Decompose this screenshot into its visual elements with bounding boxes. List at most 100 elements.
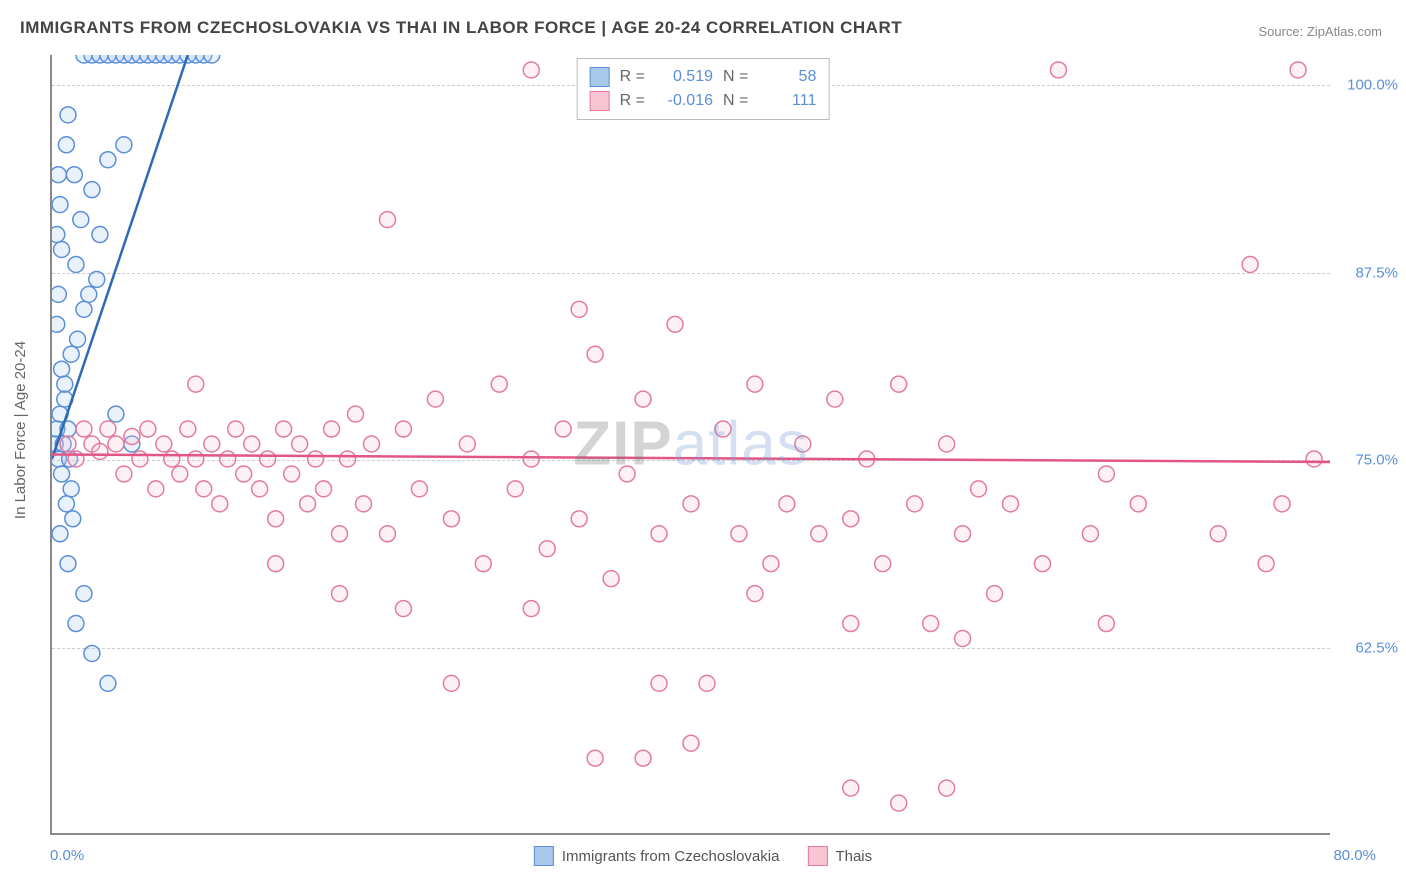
data-point [300, 496, 316, 512]
data-point [188, 451, 204, 467]
data-point [1242, 256, 1258, 272]
data-point [84, 182, 100, 198]
y-tick-label: 75.0% [1338, 452, 1398, 469]
chart-title: IMMIGRANTS FROM CZECHOSLOVAKIA VS THAI I… [20, 18, 902, 38]
plot-area: ZIPatlas 62.5%75.0%87.5%100.0% [50, 55, 1330, 835]
data-point [70, 331, 86, 347]
data-point [58, 496, 74, 512]
legend-label: Immigrants from Czechoslovakia [562, 848, 780, 865]
x-axis-end-label: 80.0% [1333, 847, 1376, 864]
data-point [76, 586, 92, 602]
data-point [779, 496, 795, 512]
data-point [635, 391, 651, 407]
legend-swatch [534, 846, 554, 866]
data-point [89, 271, 105, 287]
data-point [316, 481, 332, 497]
data-point [875, 556, 891, 572]
data-point [1098, 616, 1114, 632]
data-point [603, 571, 619, 587]
y-tick-label: 62.5% [1338, 639, 1398, 656]
data-point [379, 526, 395, 542]
data-point [795, 436, 811, 452]
data-point [651, 526, 667, 542]
data-point [60, 107, 76, 123]
data-point [68, 616, 84, 632]
data-point [54, 361, 70, 377]
data-point [60, 436, 76, 452]
data-point [68, 256, 84, 272]
data-point [52, 197, 68, 213]
data-point [715, 421, 731, 437]
legend-swatch [590, 91, 610, 111]
data-point [268, 511, 284, 527]
data-point [324, 421, 340, 437]
data-point [1098, 466, 1114, 482]
data-point [63, 481, 79, 497]
data-point [955, 526, 971, 542]
data-point [228, 421, 244, 437]
correlation-row: R = 0.519 N = 58 [590, 65, 817, 89]
data-point [1258, 556, 1274, 572]
data-point [395, 421, 411, 437]
data-point [395, 601, 411, 617]
legend-item: Thais [807, 846, 872, 866]
data-point [1210, 526, 1226, 542]
data-point [555, 421, 571, 437]
data-point [1130, 496, 1146, 512]
data-point [116, 137, 132, 153]
trend-line [52, 454, 1330, 461]
data-point [475, 556, 491, 572]
data-point [891, 795, 907, 811]
data-point [196, 481, 212, 497]
data-point [92, 444, 108, 460]
data-point [52, 167, 66, 183]
n-label: N = [723, 89, 748, 113]
data-point [523, 62, 539, 78]
y-tick-label: 87.5% [1338, 264, 1398, 281]
data-point [356, 496, 372, 512]
data-point [308, 451, 324, 467]
data-point [571, 301, 587, 317]
scatter-svg [52, 55, 1330, 833]
data-point [156, 436, 172, 452]
data-point [260, 451, 276, 467]
data-point [1306, 451, 1322, 467]
data-point [683, 735, 699, 751]
data-point [276, 421, 292, 437]
data-point [364, 436, 380, 452]
source-label: Source: ZipAtlas.com [1258, 24, 1382, 39]
data-point [443, 675, 459, 691]
y-axis-title: In Labor Force | Age 20-24 [12, 341, 29, 519]
data-point [172, 466, 188, 482]
data-point [843, 780, 859, 796]
data-point [955, 631, 971, 647]
data-point [427, 391, 443, 407]
data-point [987, 586, 1003, 602]
data-point [923, 616, 939, 632]
data-point [491, 376, 507, 392]
data-point [411, 481, 427, 497]
data-point [1082, 526, 1098, 542]
bottom-legend: Immigrants from Czechoslovakia Thais [534, 846, 872, 866]
data-point [843, 511, 859, 527]
y-tick-label: 100.0% [1338, 77, 1398, 94]
data-point [100, 675, 116, 691]
data-point [747, 586, 763, 602]
data-point [635, 750, 651, 766]
data-point [188, 376, 204, 392]
data-point [731, 526, 747, 542]
data-point [459, 436, 475, 452]
data-point [683, 496, 699, 512]
data-point [52, 526, 68, 542]
data-point [587, 346, 603, 362]
correlation-row: R = -0.016 N = 111 [590, 89, 817, 113]
data-point [939, 436, 955, 452]
data-point [843, 616, 859, 632]
data-point [148, 481, 164, 497]
data-point [1034, 556, 1050, 572]
data-point [348, 406, 364, 422]
data-point [54, 242, 70, 258]
data-point [116, 466, 132, 482]
data-point [52, 316, 65, 332]
data-point [1274, 496, 1290, 512]
